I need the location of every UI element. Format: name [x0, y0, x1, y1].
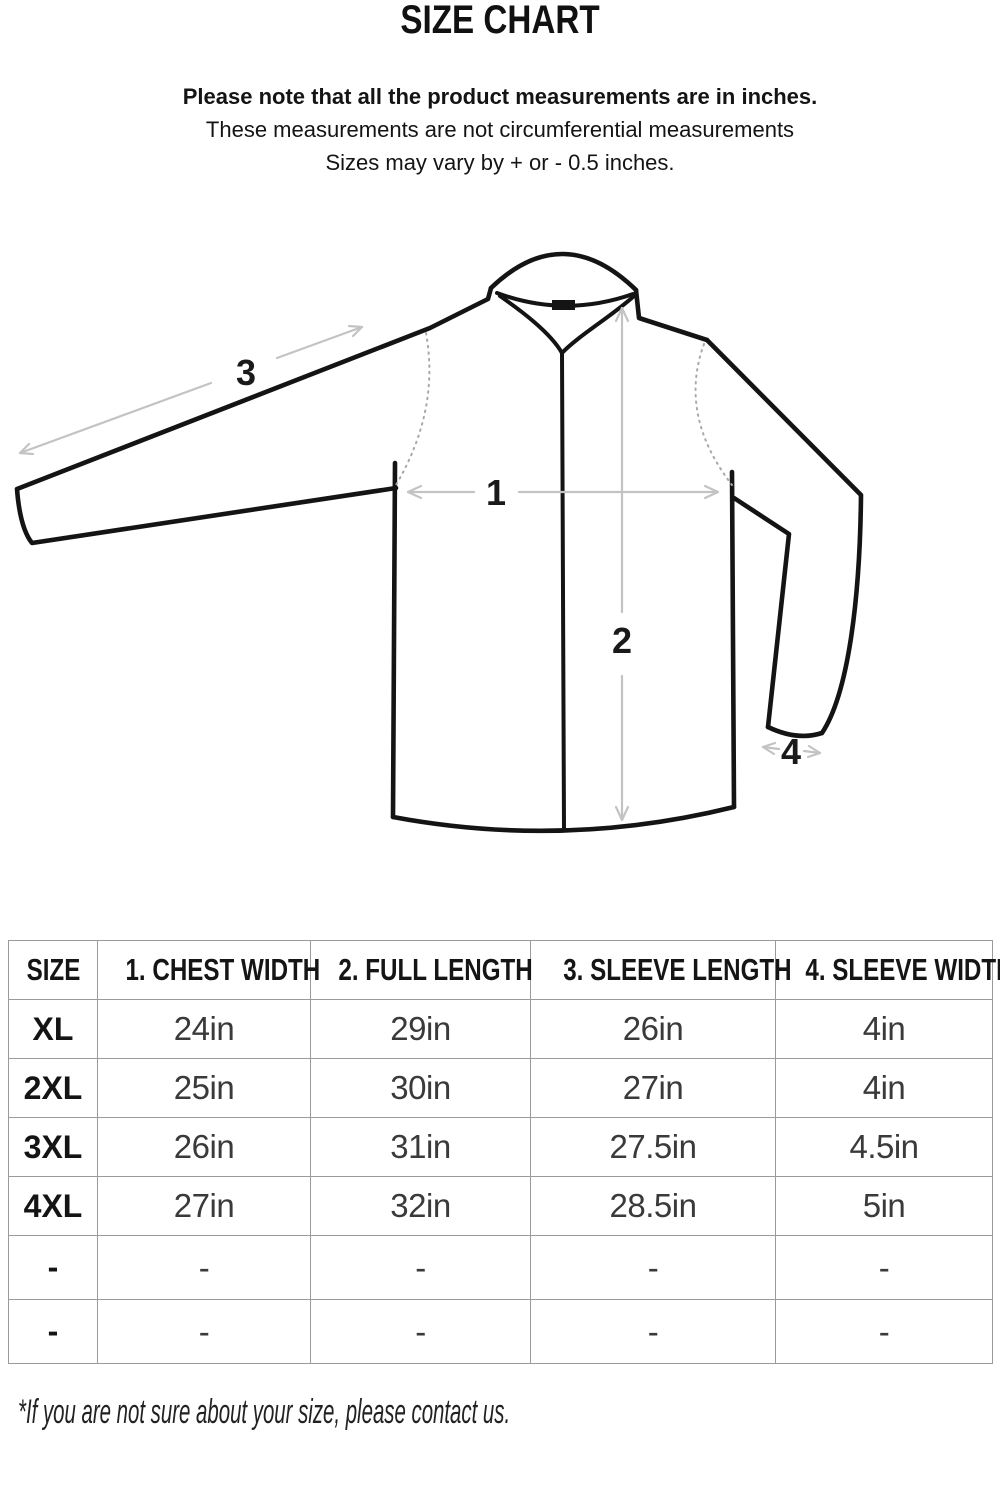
chest-width-value: 24in — [97, 999, 311, 1059]
full-length-value: - — [310, 1235, 531, 1300]
full-length-value: - — [310, 1299, 531, 1364]
chest-width-arrow — [406, 484, 720, 500]
collar-label-tag — [552, 300, 575, 310]
right-armhole-dotted-seam — [694, 343, 733, 486]
column-header-chest-width: 1. CHEST WIDTH — [97, 940, 320, 1000]
armhole-dotted-seams — [395, 332, 733, 486]
right-body-side-seam — [729, 469, 737, 810]
arrowhead-up-icon — [614, 306, 630, 323]
full-length-value: 32in — [310, 1176, 531, 1236]
left-shoulder-and-sleeve — [14, 285, 494, 546]
sleeve-width-value: 5in — [775, 1176, 993, 1236]
sleeve-length-label: 3 — [236, 352, 256, 393]
jacket-measurement-diagram: 1 2 3 4 — [14, 251, 864, 834]
sleeve-width-value: - — [775, 1299, 993, 1364]
sleeve-width-value: 4in — [775, 999, 993, 1059]
full-length-value: 30in — [310, 1058, 531, 1118]
sleeve-length-value: 26in — [530, 999, 776, 1059]
table-row-empty-1: - - - - - — [8, 1235, 993, 1300]
collar-v-right — [560, 294, 636, 355]
table-row-3xl: 3XL 26in 31in 27.5in 4.5in — [8, 1117, 993, 1177]
size-measurement-table: SIZE 1. CHEST WIDTH 2. FULL LENGTH 3. SL… — [8, 940, 1000, 1364]
size-value: - — [8, 1235, 98, 1300]
chest-width-value: 26in — [97, 1117, 311, 1177]
sleeve-width-value: 4in — [775, 1058, 993, 1118]
full-length-value: 29in — [310, 999, 531, 1059]
left-armhole-dotted-seam — [395, 332, 431, 486]
arrowhead-left-icon — [761, 741, 777, 756]
sleeve-length-value: 27.5in — [530, 1117, 776, 1177]
arrowhead-left-icon — [406, 484, 423, 500]
left-body-side-seam — [390, 460, 398, 820]
arrowhead-left-icon — [18, 442, 35, 456]
right-cuff-bottom — [765, 724, 825, 739]
full-length-value: 31in — [310, 1117, 531, 1177]
note-size-variance: Sizes may vary by + or - 0.5 inches. — [325, 150, 675, 175]
column-header-size: SIZE — [8, 940, 98, 1000]
sleeve-width-arrow — [761, 741, 822, 759]
size-value: 4XL — [8, 1176, 98, 1236]
arrowhead-right-icon — [806, 744, 822, 759]
right-sleeve-inner-edge — [731, 495, 792, 730]
table-row-2xl: 2XL 25in 30in 27in 4in — [8, 1058, 993, 1118]
table-header-row: SIZE 1. CHEST WIDTH 2. FULL LENGTH 3. SL… — [8, 940, 1000, 1000]
collar-outer-arc — [488, 251, 639, 293]
sleeve-width-label: 4 — [781, 731, 801, 772]
sleeve-length-value: - — [530, 1299, 776, 1364]
column-header-full-length: 2. FULL LENGTH — [310, 940, 533, 1000]
sleeve-width-value: 4.5in — [775, 1117, 993, 1177]
column-header-sleeve-width: 4. SLEEVE WIDTH — [775, 940, 1000, 1000]
jacket-outline — [14, 251, 864, 834]
collar-v-left — [498, 294, 564, 355]
arrowhead-right-icon — [703, 484, 720, 500]
right-shoulder — [633, 287, 710, 343]
note-measurements-in-inches: Please note that all the product measure… — [182, 84, 818, 109]
size-value: - — [8, 1299, 98, 1364]
arrowhead-down-icon — [614, 805, 630, 822]
chest-width-label: 1 — [486, 472, 506, 513]
chest-width-value: - — [97, 1235, 311, 1300]
arrowhead-right-icon — [347, 324, 364, 338]
contact-footnote: *If you are not sure about your size, pl… — [18, 1393, 511, 1431]
chest-width-value: 25in — [97, 1058, 311, 1118]
size-value: XL — [8, 999, 98, 1059]
size-value: 2XL — [8, 1058, 98, 1118]
right-sleeve-outer-edge — [704, 337, 864, 736]
note-not-circumferential: These measurements are not circumferenti… — [205, 117, 795, 142]
table-row-4xl: 4XL 27in 32in 28.5in 5in — [8, 1176, 993, 1236]
sleeve-width-value: - — [775, 1235, 993, 1300]
zipper-line — [560, 351, 566, 832]
full-length-arrow — [614, 306, 630, 822]
size-value: 3XL — [8, 1117, 98, 1177]
measurement-notes: Please note that all the product measure… — [0, 80, 1000, 179]
sleeve-length-value: - — [530, 1235, 776, 1300]
table-row-empty-2: - - - - - — [8, 1299, 993, 1364]
column-header-sleeve-length: 3. SLEEVE LENGTH — [530, 940, 792, 1000]
full-length-label: 2 — [612, 620, 632, 661]
page-title: SIZE CHART — [400, 0, 600, 42]
chest-width-value: - — [97, 1299, 311, 1364]
sleeve-length-value: 28.5in — [530, 1176, 776, 1236]
chest-width-value: 27in — [97, 1176, 311, 1236]
sleeve-length-arrow — [18, 324, 364, 456]
page-title-row: SIZE CHART — [0, 0, 1000, 49]
table-row-xl: XL 24in 29in 26in 4in — [8, 999, 993, 1059]
sleeve-length-value: 27in — [530, 1058, 776, 1118]
